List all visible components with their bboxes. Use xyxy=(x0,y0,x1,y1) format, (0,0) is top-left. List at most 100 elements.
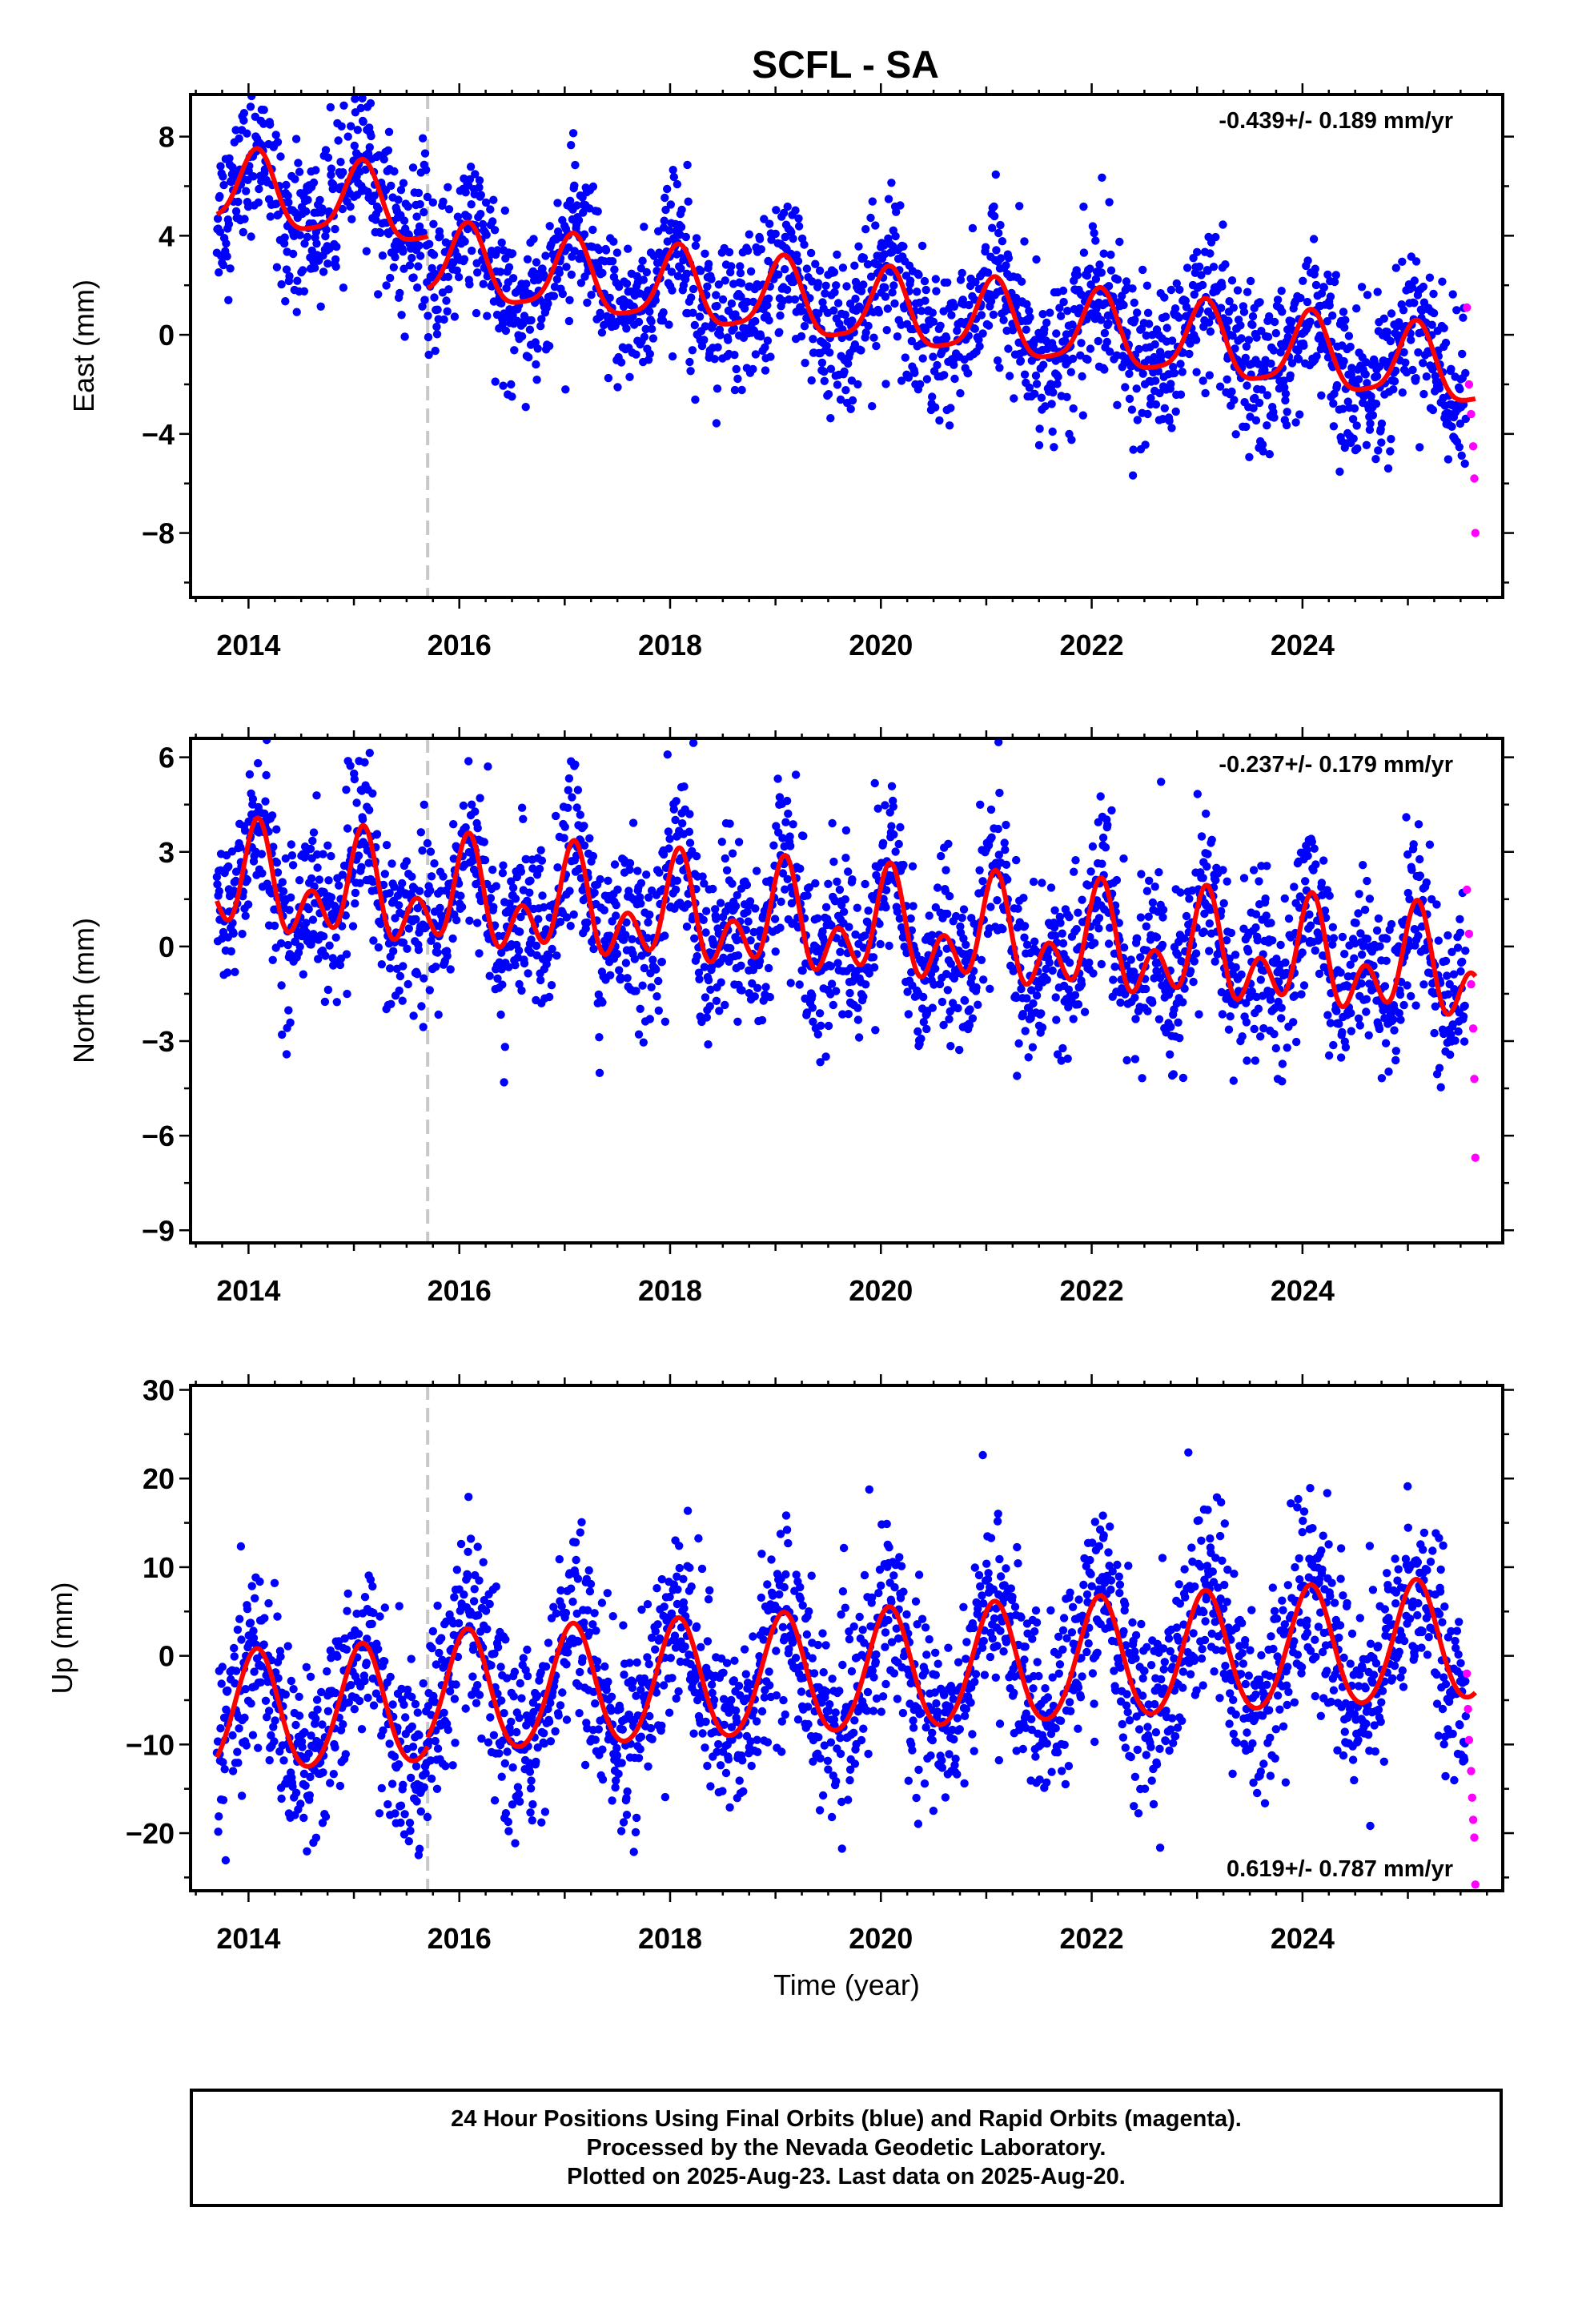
final-orbit-point xyxy=(391,253,400,262)
final-orbit-point xyxy=(1002,261,1010,270)
final-orbit-point xyxy=(433,305,442,314)
final-orbit-point xyxy=(460,237,469,246)
final-orbit-point xyxy=(1374,914,1383,923)
final-orbit-point xyxy=(896,822,905,832)
final-orbit-point xyxy=(399,938,408,947)
final-orbit-point xyxy=(868,402,877,411)
final-orbit-point xyxy=(1263,421,1271,430)
final-orbit-point xyxy=(838,263,848,272)
final-orbit-point xyxy=(1192,368,1201,376)
final-orbit-point xyxy=(358,814,367,824)
final-orbit-point xyxy=(1414,820,1423,829)
final-orbit-point xyxy=(394,901,404,910)
final-orbit-point xyxy=(885,941,893,951)
final-orbit-point xyxy=(881,903,890,912)
final-orbit-point xyxy=(1336,968,1345,977)
final-orbit-point xyxy=(245,770,255,779)
final-orbit-point xyxy=(925,911,934,920)
final-orbit-point xyxy=(418,846,427,855)
final-orbit-point xyxy=(712,915,721,923)
final-orbit-point xyxy=(705,1002,714,1011)
final-orbit-point xyxy=(1008,326,1018,335)
final-orbit-point xyxy=(1317,391,1326,400)
final-orbit-point xyxy=(928,308,938,317)
final-orbit-point xyxy=(386,273,395,283)
final-orbit-point xyxy=(1145,320,1154,328)
final-orbit-point xyxy=(386,964,395,973)
final-orbit-point xyxy=(628,935,636,944)
final-orbit-point xyxy=(1182,263,1192,272)
final-orbit-point xyxy=(1295,410,1304,419)
final-orbit-point xyxy=(648,334,658,343)
final-orbit-point xyxy=(523,255,532,263)
final-orbit-point xyxy=(1461,947,1470,955)
final-orbit-point xyxy=(528,864,537,873)
final-orbit-point xyxy=(1115,237,1124,247)
final-orbit-point xyxy=(226,264,235,273)
final-orbit-point xyxy=(1363,876,1371,886)
final-orbit-point xyxy=(1434,936,1443,945)
final-orbit-point xyxy=(881,801,889,810)
final-orbit-point xyxy=(1130,298,1139,308)
final-orbit-point xyxy=(224,862,233,871)
final-orbit-point xyxy=(1181,296,1191,305)
velocity-rate-label: -0.439+/- 0.189 mm/yr xyxy=(1219,108,1453,134)
final-orbit-point xyxy=(1079,202,1088,211)
final-orbit-point xyxy=(1252,333,1261,342)
final-orbit-point xyxy=(1095,260,1104,269)
final-orbit-point xyxy=(697,267,705,275)
final-orbit-point xyxy=(266,120,275,129)
final-orbit-point xyxy=(403,944,412,954)
final-orbit-point xyxy=(693,951,701,961)
final-orbit-point xyxy=(307,874,316,883)
final-orbit-point xyxy=(350,774,359,784)
final-orbit-point xyxy=(576,279,586,287)
final-orbit-point xyxy=(231,126,240,135)
rapid-orbit-point xyxy=(1463,303,1472,312)
final-orbit-point xyxy=(524,969,532,978)
final-orbit-point xyxy=(327,893,336,902)
model-fit-line xyxy=(215,815,431,943)
final-orbit-point xyxy=(299,287,309,296)
final-orbit-point xyxy=(1362,1007,1371,1016)
final-orbit-point xyxy=(1291,991,1299,1000)
final-orbit-point xyxy=(994,738,1003,746)
final-orbit-point xyxy=(1340,950,1349,959)
final-orbit-point xyxy=(1056,919,1065,927)
final-orbit-point xyxy=(1353,444,1362,453)
final-orbit-point xyxy=(1273,296,1283,304)
final-orbit-point xyxy=(743,297,752,307)
final-orbit-point xyxy=(659,308,668,317)
final-orbit-point xyxy=(1263,332,1273,341)
final-orbit-point xyxy=(836,395,845,404)
final-orbit-point xyxy=(1010,394,1018,403)
final-orbit-point xyxy=(414,262,423,271)
final-orbit-point xyxy=(268,955,277,965)
final-orbit-point xyxy=(1227,387,1236,396)
final-orbit-point xyxy=(321,951,330,960)
final-orbit-point xyxy=(1323,1011,1332,1019)
final-orbit-point xyxy=(847,376,857,385)
final-orbit-point xyxy=(374,205,383,214)
final-orbit-point xyxy=(261,797,270,806)
final-orbit-point xyxy=(387,859,396,868)
final-orbit-point xyxy=(1231,963,1240,972)
final-orbit-point xyxy=(279,887,288,896)
final-orbit-point xyxy=(624,244,632,253)
final-orbit-point xyxy=(668,352,677,361)
final-orbit-point xyxy=(1389,385,1398,394)
final-orbit-point xyxy=(284,1006,293,1015)
final-orbit-point xyxy=(1193,247,1202,256)
final-orbit-point xyxy=(404,979,412,989)
final-orbit-point xyxy=(1191,336,1201,344)
final-orbit-point xyxy=(1042,964,1050,974)
final-orbit-point xyxy=(839,907,849,916)
final-orbit-point xyxy=(1456,384,1464,394)
final-orbit-point xyxy=(1199,376,1207,385)
final-orbit-point xyxy=(382,281,391,290)
final-orbit-point xyxy=(1430,1028,1439,1038)
final-orbit-point xyxy=(453,212,463,221)
final-orbit-point xyxy=(1014,1039,1023,1048)
final-orbit-point xyxy=(977,955,986,965)
final-orbit-point xyxy=(449,819,458,829)
